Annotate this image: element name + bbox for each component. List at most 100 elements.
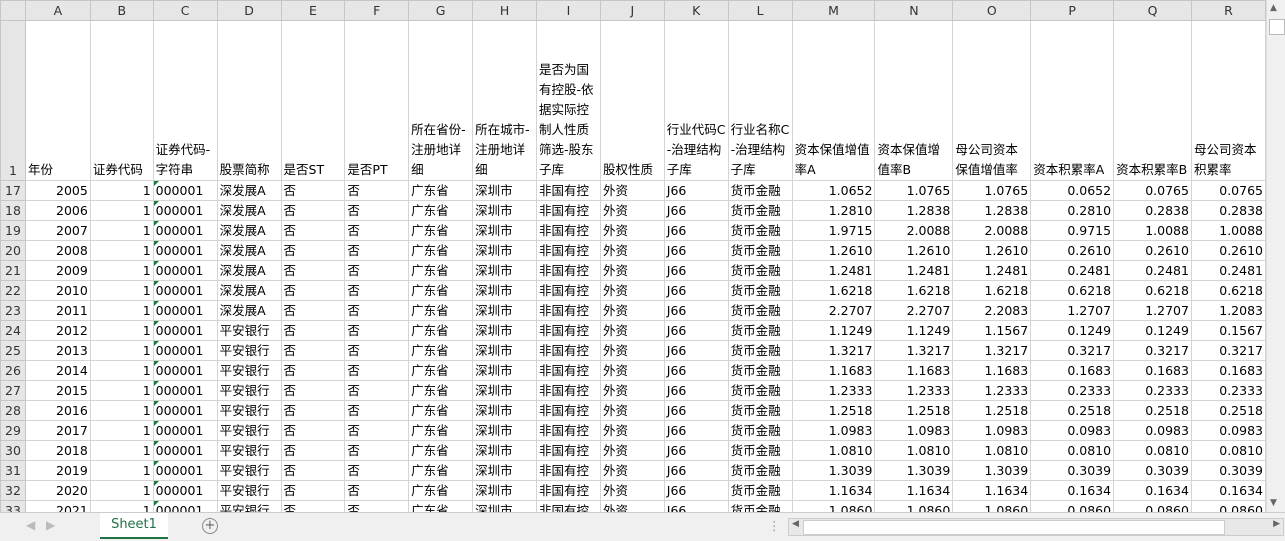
cell[interactable]: 1.2481 bbox=[952, 260, 1032, 281]
row-header[interactable]: 23 bbox=[0, 300, 26, 321]
cell[interactable]: 深圳市 bbox=[472, 240, 537, 261]
cell[interactable]: 广东省 bbox=[408, 460, 474, 481]
cell[interactable]: 广东省 bbox=[408, 380, 474, 401]
cell[interactable]: 0.2333 bbox=[1030, 380, 1115, 401]
cell[interactable]: 深圳市 bbox=[472, 300, 537, 321]
cell[interactable]: 0.9715 bbox=[1030, 220, 1115, 241]
cell[interactable]: 000001 bbox=[152, 400, 218, 421]
cell[interactable]: 0.6218 bbox=[1190, 280, 1266, 301]
cell[interactable]: 非国有控 bbox=[535, 420, 601, 441]
column-header-I[interactable]: I bbox=[535, 0, 601, 21]
cell[interactable]: 非国有控 bbox=[535, 300, 601, 321]
cell[interactable]: 否 bbox=[280, 200, 346, 221]
cell[interactable]: 否 bbox=[280, 420, 346, 441]
header-cell[interactable]: 行业代码C-治理结构子库 bbox=[663, 20, 729, 181]
cell[interactable]: 否 bbox=[344, 400, 410, 421]
cell[interactable]: 否 bbox=[344, 260, 410, 281]
cell[interactable]: 1.0088 bbox=[1113, 220, 1192, 241]
scroll-left-icon[interactable]: ◀ bbox=[792, 519, 799, 529]
next-sheet-icon[interactable]: ▶ bbox=[46, 518, 56, 532]
cell[interactable]: 0.0810 bbox=[1190, 440, 1266, 461]
cell[interactable]: 广东省 bbox=[408, 340, 474, 361]
cell[interactable]: 1.2610 bbox=[874, 240, 954, 261]
cell[interactable]: 1 bbox=[89, 220, 154, 241]
cell[interactable]: 2017 bbox=[24, 420, 91, 441]
cell[interactable]: 1 bbox=[89, 460, 154, 481]
cell[interactable]: 平安银行 bbox=[216, 400, 282, 421]
cell[interactable]: 0.2610 bbox=[1030, 240, 1115, 261]
cell[interactable]: 平安银行 bbox=[216, 480, 282, 501]
cell[interactable]: 1 bbox=[89, 280, 154, 301]
cell[interactable]: 1.2707 bbox=[1030, 300, 1115, 321]
cell[interactable]: 000001 bbox=[152, 200, 218, 221]
cell[interactable]: 0.0860 bbox=[1190, 500, 1266, 512]
row-header[interactable]: 31 bbox=[0, 460, 26, 481]
cell[interactable]: 0.0860 bbox=[1030, 500, 1115, 512]
cell[interactable]: 0.2518 bbox=[1190, 400, 1266, 421]
cell[interactable]: 1.1634 bbox=[952, 480, 1032, 501]
cell[interactable]: 外资 bbox=[599, 420, 665, 441]
column-header-Q[interactable]: Q bbox=[1113, 0, 1192, 21]
header-cell[interactable]: 年份 bbox=[24, 20, 91, 181]
scroll-right-icon[interactable]: ▶ bbox=[1273, 519, 1280, 529]
cell[interactable]: 1 bbox=[89, 420, 154, 441]
cell[interactable]: 0.2810 bbox=[1030, 200, 1115, 221]
cell[interactable]: 1 bbox=[89, 240, 154, 261]
cell[interactable]: 2013 bbox=[24, 340, 91, 361]
cell[interactable]: 货币金融 bbox=[727, 380, 793, 401]
cell[interactable]: 非国有控 bbox=[535, 480, 601, 501]
scroll-up-icon[interactable]: ▲ bbox=[1270, 3, 1277, 13]
cell[interactable]: 1.3039 bbox=[874, 460, 954, 481]
plus-circle-icon[interactable]: + bbox=[202, 518, 218, 534]
cell[interactable]: 否 bbox=[344, 180, 410, 201]
cell[interactable]: 1.1249 bbox=[791, 320, 876, 341]
cell[interactable]: 货币金融 bbox=[727, 200, 793, 221]
cell[interactable]: J66 bbox=[663, 240, 729, 261]
cell[interactable]: 否 bbox=[344, 300, 410, 321]
cell[interactable]: 1.3217 bbox=[874, 340, 954, 361]
row-header[interactable]: 29 bbox=[0, 420, 26, 441]
cell[interactable]: J66 bbox=[663, 400, 729, 421]
cell[interactable]: 否 bbox=[280, 480, 346, 501]
cell[interactable]: 000001 bbox=[152, 220, 218, 241]
cell[interactable]: 外资 bbox=[599, 380, 665, 401]
cell[interactable]: 非国有控 bbox=[535, 240, 601, 261]
cell[interactable]: 否 bbox=[280, 500, 346, 512]
cell[interactable]: 0.0860 bbox=[1113, 500, 1192, 512]
cell[interactable]: 否 bbox=[280, 380, 346, 401]
row-header[interactable]: 32 bbox=[0, 480, 26, 501]
cell[interactable]: 货币金融 bbox=[727, 240, 793, 261]
cell[interactable]: 2008 bbox=[24, 240, 91, 261]
cell[interactable]: 外资 bbox=[599, 300, 665, 321]
cell[interactable]: 2009 bbox=[24, 260, 91, 281]
header-cell[interactable]: 证券代码 bbox=[89, 20, 154, 181]
cell[interactable]: 非国有控 bbox=[535, 380, 601, 401]
cell[interactable]: 0.2838 bbox=[1190, 200, 1266, 221]
cell[interactable]: 000001 bbox=[152, 500, 218, 512]
cell[interactable]: 1 bbox=[89, 200, 154, 221]
cell[interactable]: 000001 bbox=[152, 380, 218, 401]
cell[interactable]: 外资 bbox=[599, 460, 665, 481]
cell[interactable]: 2018 bbox=[24, 440, 91, 461]
cell[interactable]: J66 bbox=[663, 340, 729, 361]
cell[interactable]: 否 bbox=[280, 260, 346, 281]
cell[interactable]: J66 bbox=[663, 480, 729, 501]
cell[interactable]: 货币金融 bbox=[727, 340, 793, 361]
cell[interactable]: 广东省 bbox=[408, 240, 474, 261]
cell[interactable]: J66 bbox=[663, 460, 729, 481]
cell[interactable]: 深发展A bbox=[216, 280, 282, 301]
column-header-N[interactable]: N bbox=[874, 0, 954, 21]
cell[interactable]: 深发展A bbox=[216, 300, 282, 321]
cell[interactable]: 0.6218 bbox=[1113, 280, 1192, 301]
cell[interactable]: 否 bbox=[344, 200, 410, 221]
cell[interactable]: J66 bbox=[663, 260, 729, 281]
cell[interactable]: 1.0983 bbox=[952, 420, 1032, 441]
cell[interactable]: 外资 bbox=[599, 500, 665, 512]
cell[interactable]: 0.1249 bbox=[1113, 320, 1192, 341]
cell[interactable]: 2006 bbox=[24, 200, 91, 221]
header-cell[interactable]: 是否ST bbox=[280, 20, 346, 181]
cell[interactable]: 2.0088 bbox=[952, 220, 1032, 241]
cell[interactable]: 0.2518 bbox=[1030, 400, 1115, 421]
cell[interactable]: 非国有控 bbox=[535, 200, 601, 221]
